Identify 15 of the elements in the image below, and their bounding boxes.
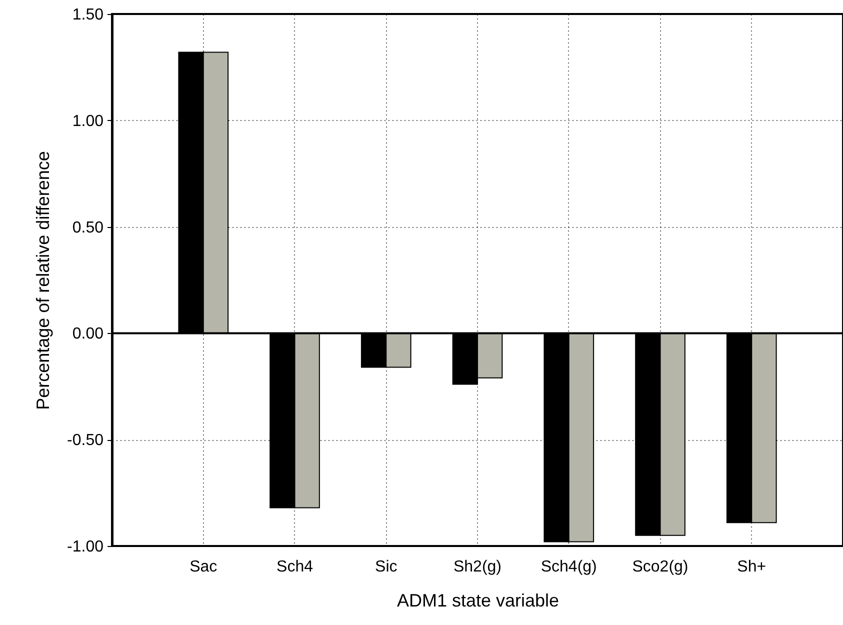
y-axis-title: Percentage of relative difference bbox=[33, 151, 54, 410]
x-tick-label: Sh2(g) bbox=[453, 558, 502, 576]
y-tick-label: 0.00 bbox=[72, 326, 104, 343]
y-tick-label: 1.50 bbox=[72, 6, 104, 24]
y-tick-label: 1.00 bbox=[72, 112, 104, 130]
x-tick-label: Sh+ bbox=[737, 558, 766, 576]
y-tick-label: -0.50 bbox=[67, 432, 104, 450]
x-tick-label: Sic bbox=[375, 558, 398, 576]
x-tick-label: Sco2(g) bbox=[632, 558, 688, 576]
y-tick-label: -1.00 bbox=[67, 538, 104, 556]
y-tick-label: 0.50 bbox=[72, 219, 104, 236]
x-tick-label: Sch4 bbox=[276, 558, 314, 576]
x-tick-label: Sac bbox=[190, 558, 218, 576]
x-tick-label: Sch4(g) bbox=[540, 558, 597, 576]
x-axis-title: ADM1 state variable bbox=[396, 590, 560, 610]
